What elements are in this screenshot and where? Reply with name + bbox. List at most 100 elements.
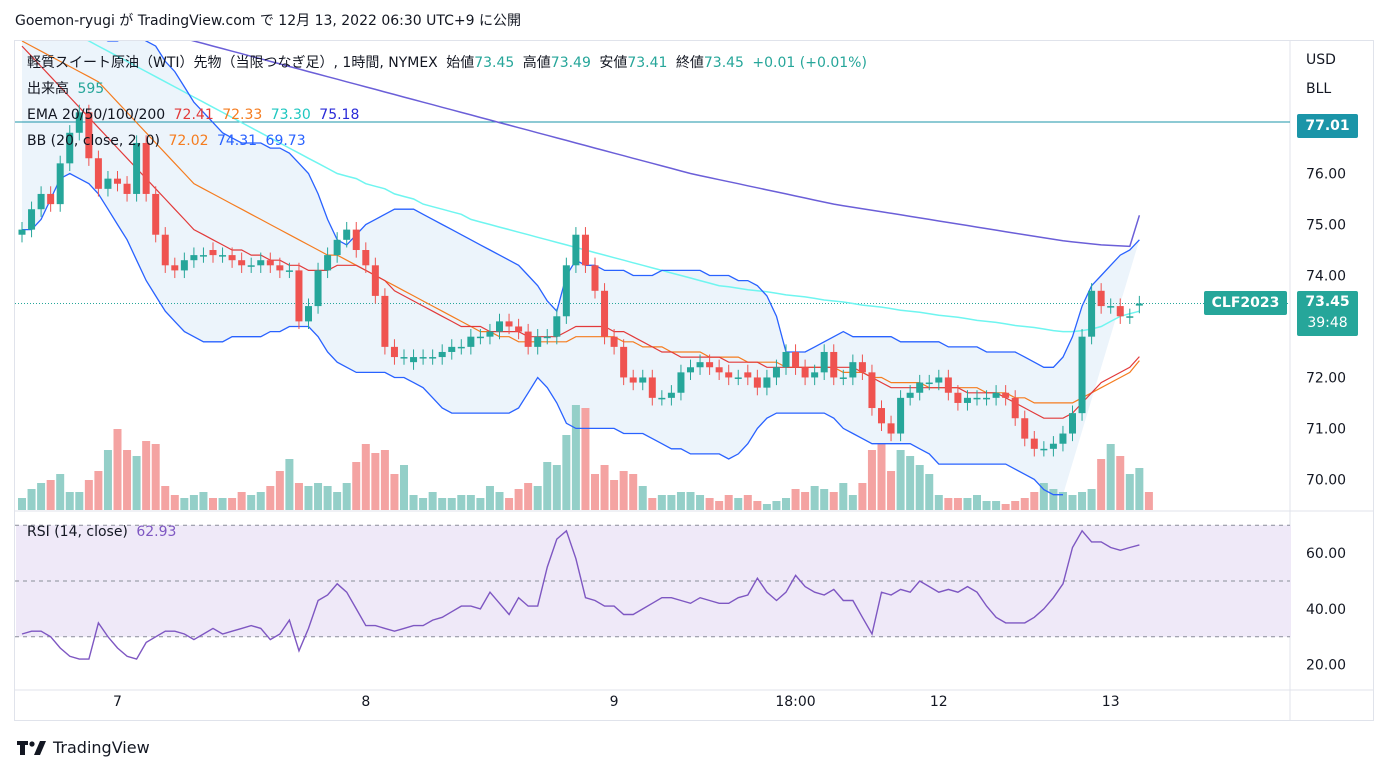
volume-bar (46, 480, 55, 510)
volume-bar (390, 474, 399, 510)
footer-logo[interactable]: TradingView (17, 738, 150, 757)
volume-bar (581, 408, 590, 510)
volume-bar (591, 474, 599, 510)
volume-bar (1011, 501, 1020, 510)
close-value: 73.45 (703, 55, 744, 71)
candle-body (324, 255, 332, 271)
volume-bar (1049, 489, 1058, 510)
price-tick-label: 72.00 (1306, 370, 1346, 386)
volume-bar (218, 498, 227, 510)
volume-bar (571, 405, 580, 510)
candle-body (47, 193, 55, 205)
candle-body (161, 234, 169, 266)
legend-ema: EMA 20/50/100/200 72.41 72.33 73.30 75.1… (27, 106, 363, 124)
volume-bar (724, 495, 733, 510)
rsi-value: 62.93 (136, 524, 177, 540)
volume-bar (934, 495, 943, 510)
candle-body (400, 357, 408, 359)
brand-name: TradingView (53, 738, 150, 757)
candle-body (1088, 290, 1096, 337)
candle-body (1126, 316, 1134, 318)
candle-body (543, 336, 551, 339)
legend-rsi: RSI (14, close) 62.93 (27, 523, 180, 541)
volume-bar (915, 465, 924, 510)
volume-bar (686, 492, 695, 510)
volume-bar (1125, 474, 1134, 510)
candle-body (371, 265, 379, 296)
candle-body (753, 377, 761, 388)
candle-body (601, 290, 609, 337)
candle-body (878, 408, 885, 424)
candle-body (677, 372, 685, 393)
volume-bar (514, 489, 523, 510)
candle-body (190, 255, 198, 261)
candle-body (1049, 443, 1057, 449)
candle-body (133, 142, 141, 194)
volume-bar (161, 486, 170, 510)
ema100-line (87, 41, 1140, 333)
volume-bar (1087, 489, 1096, 510)
volume-bar (247, 495, 256, 510)
volume-bar (600, 465, 609, 510)
candle-body (1011, 397, 1019, 419)
candle-body (104, 178, 112, 189)
candle-body (906, 392, 914, 398)
volume-bar (973, 495, 981, 510)
candle-body (792, 351, 800, 368)
price-tick-label: 70.00 (1306, 472, 1346, 488)
volume-bar (65, 492, 74, 510)
volume-bar (1097, 459, 1106, 510)
candle-body (839, 377, 847, 379)
volume-bar (361, 444, 370, 510)
rsi-label: RSI (14, close) (27, 524, 128, 540)
volume-bar (1135, 468, 1144, 510)
candle-body (295, 270, 303, 322)
volume-bar (314, 483, 323, 510)
volume-bar (237, 492, 246, 510)
time-tick-label: 18:00 (775, 694, 815, 710)
price-tick-label: 74.00 (1306, 269, 1346, 285)
volume-bar (113, 429, 122, 510)
candle-body (648, 377, 656, 398)
volume-bar (982, 501, 991, 510)
volume-bar (132, 456, 141, 510)
candle-body (362, 250, 370, 266)
candle-body (152, 193, 160, 235)
candle-body (343, 229, 351, 240)
candle-body (715, 367, 723, 373)
candle-body (782, 351, 790, 368)
candle-body (992, 392, 1000, 398)
volume-bar (753, 501, 762, 510)
rsi-tick-label: 20.00 (1306, 658, 1346, 674)
candle-body (1078, 336, 1086, 414)
candle-body (772, 367, 780, 378)
volume-bar (848, 495, 857, 510)
candle-body (56, 163, 64, 205)
volume-bar (629, 474, 638, 510)
candle-body (199, 255, 207, 257)
hline-price-badge: 77.01 (1297, 114, 1358, 138)
volume-bar (18, 498, 26, 510)
candle-body (925, 382, 933, 385)
volume-bar (925, 474, 934, 510)
ema100-value: 73.30 (270, 107, 311, 123)
candle-body (410, 357, 418, 363)
symbol-badge[interactable]: CLF2023 (1204, 291, 1287, 315)
volume-bar (189, 495, 198, 510)
volume-bar (705, 498, 714, 510)
volume-bar (858, 483, 867, 510)
candle-body (820, 351, 828, 373)
candle-body (1021, 418, 1029, 439)
candle-body (219, 255, 227, 257)
volume-bar (323, 486, 332, 510)
time-tick-label: 9 (610, 694, 619, 710)
candle-body (897, 397, 905, 434)
volume-bar (400, 465, 408, 510)
volume-bar (103, 450, 112, 510)
bb-basis-value: 72.02 (168, 133, 209, 149)
candle-body (429, 357, 437, 359)
price-tick-label: 76.00 (1306, 167, 1346, 183)
volume-bar (333, 492, 342, 510)
candle-body (75, 112, 83, 133)
